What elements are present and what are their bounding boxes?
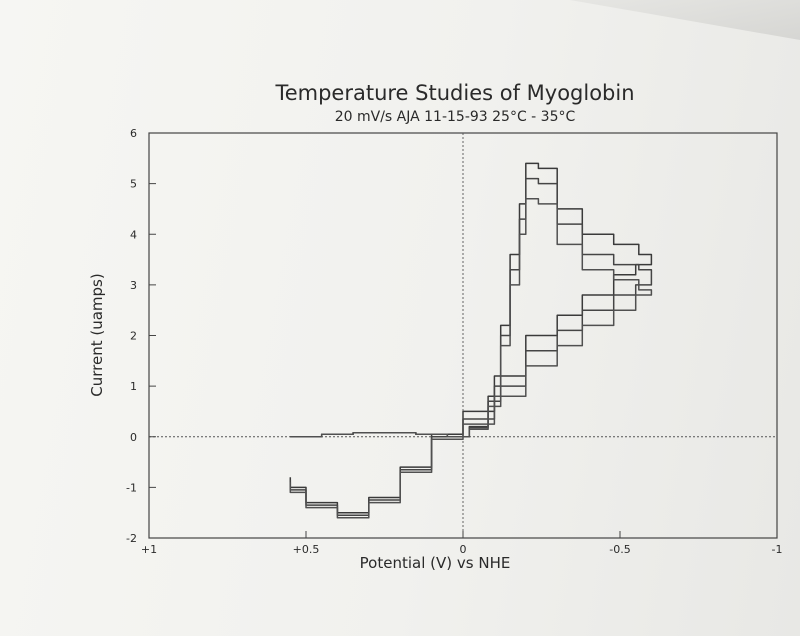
x-tick-label: -0.5 — [609, 543, 630, 556]
x-tick-label: +0.5 — [293, 543, 320, 556]
chart-title: Temperature Studies of Myoglobin — [274, 81, 634, 105]
y-axis-title: Current (uamps) — [88, 273, 106, 396]
y-tick-label: -2 — [126, 532, 137, 545]
x-tick-label: 0 — [460, 543, 467, 556]
voltammogram-trace-1 — [289, 162, 653, 514]
y-tick-label: 3 — [130, 279, 137, 292]
y-tick-label: 0 — [130, 431, 137, 444]
voltammogram-trace-3 — [289, 198, 653, 519]
y-tick-label: 1 — [130, 380, 137, 393]
y-tick-label: 4 — [130, 228, 137, 241]
x-axis-title: Potential (V) vs NHE — [360, 554, 511, 572]
y-tick-label: 5 — [130, 178, 137, 191]
x-tick-label: -1 — [772, 543, 783, 556]
y-tick-label: 2 — [130, 330, 137, 343]
voltammogram-trace-2 — [289, 177, 653, 516]
y-tick-label: 6 — [130, 127, 137, 140]
y-tick-label: -1 — [126, 481, 137, 494]
chart-subtitle: 20 mV/s AJA 11-15-93 25°C - 35°C — [335, 109, 576, 125]
x-tick-label: +1 — [141, 543, 157, 556]
